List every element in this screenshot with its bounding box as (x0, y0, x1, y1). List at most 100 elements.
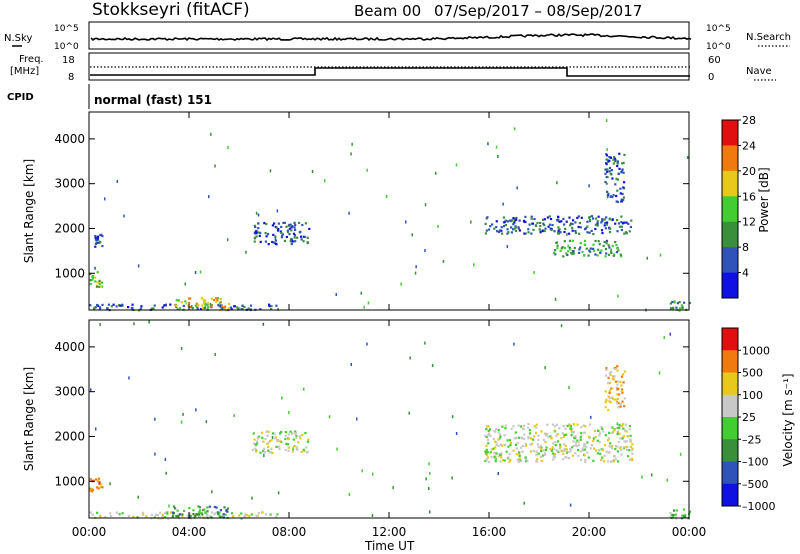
echo-cell (518, 453, 521, 456)
echo-cell (606, 176, 609, 179)
echo-cell (495, 441, 498, 444)
echo-cell (497, 431, 500, 434)
echo-cell (270, 308, 273, 311)
echo-cell (97, 487, 100, 490)
echo-cell (142, 513, 145, 516)
echo-cell (566, 451, 568, 455)
echo-cell (539, 444, 542, 448)
echo-cell (584, 443, 587, 446)
echo-cell (562, 217, 565, 220)
colorbar-segment (722, 417, 738, 440)
echo-cell (514, 431, 517, 434)
echo-cell (618, 152, 621, 155)
echo-cell (182, 412, 184, 416)
echo-cell (227, 307, 231, 310)
echo-cell (99, 285, 102, 288)
echo-cell (257, 231, 260, 234)
echo-cell (367, 301, 370, 305)
echo-cell (605, 158, 608, 161)
echo-cell (224, 513, 227, 516)
echo-cell (598, 243, 601, 246)
echo-cell (257, 227, 260, 230)
echo-cell (562, 449, 565, 452)
echo-cell (613, 375, 616, 378)
echo-cell (94, 266, 96, 270)
echo-cell (666, 478, 668, 482)
echo-cell (571, 446, 574, 449)
echo-cell (455, 432, 458, 435)
echo-cell (95, 486, 99, 489)
echo-cell (612, 194, 615, 197)
echo-cell (166, 511, 169, 514)
echo-cell (273, 242, 276, 245)
echo-cell (629, 438, 632, 441)
echo-cell (524, 457, 528, 461)
echo-cell (583, 454, 586, 457)
echo-cell (615, 177, 618, 180)
echo-cell (623, 153, 626, 156)
echo-cell (277, 227, 280, 231)
echo-cell (202, 306, 206, 310)
echo-cell (356, 417, 358, 421)
echo-cell (288, 227, 291, 230)
echo-cell (508, 460, 511, 463)
echo-cell (541, 454, 545, 457)
echo-cell (576, 449, 580, 452)
echo-cell (294, 444, 297, 448)
echo-cell (614, 222, 617, 225)
echo-cell (553, 230, 556, 233)
echo-cell (549, 435, 552, 438)
echo-cell (540, 446, 543, 449)
nave-label: Nave (746, 66, 772, 77)
echo-cell (206, 506, 209, 509)
echo-cell (608, 170, 611, 173)
echo-cell (603, 224, 606, 227)
colorbar-tick-label: –100 (742, 456, 769, 469)
echo-cell (504, 424, 507, 427)
echo-cell (487, 442, 490, 445)
echo-cell (537, 434, 540, 437)
echo-cell (253, 438, 256, 441)
echo-cell (548, 215, 551, 218)
echo-cell (169, 303, 172, 306)
echo-cell (89, 282, 92, 286)
echo-cell (202, 302, 205, 305)
echo-cell (547, 436, 550, 439)
echo-cell (123, 214, 125, 218)
echo-cell (579, 226, 582, 229)
echo-cell (542, 449, 545, 452)
echo-cell (244, 513, 247, 516)
echo-cell (567, 244, 569, 248)
echo-cell (581, 449, 584, 452)
echo-cell (596, 220, 599, 223)
colorbar-tick-label: –500 (742, 478, 769, 491)
echo-cell (513, 221, 516, 224)
echo-cell (620, 225, 623, 228)
colorbar-frame (721, 119, 739, 299)
echo-cell (681, 307, 684, 310)
echo-cell (191, 307, 194, 310)
echo-cell (200, 297, 203, 300)
echo-cell (622, 381, 625, 384)
echo-cell (538, 228, 541, 231)
echo-cell (495, 443, 498, 447)
echo-cell (201, 307, 204, 310)
echo-cell (559, 443, 562, 446)
echo-cell (285, 235, 288, 239)
echo-cell (99, 323, 101, 327)
echo-cell (630, 219, 633, 222)
colorbar-tick-label: 12 (742, 216, 756, 229)
echo-cell (552, 458, 555, 461)
echo-cell (604, 180, 607, 184)
echo-cell (490, 456, 493, 459)
echo-cell (153, 304, 156, 307)
echo-cell (616, 432, 619, 435)
echo-cell (619, 253, 622, 256)
echo-cell (556, 247, 559, 250)
echo-cell (98, 285, 101, 288)
echo-cell (490, 448, 494, 451)
echo-cell (287, 438, 290, 441)
echo-cell (554, 441, 557, 444)
echo-cell (280, 236, 283, 239)
echo-cell (497, 438, 500, 441)
